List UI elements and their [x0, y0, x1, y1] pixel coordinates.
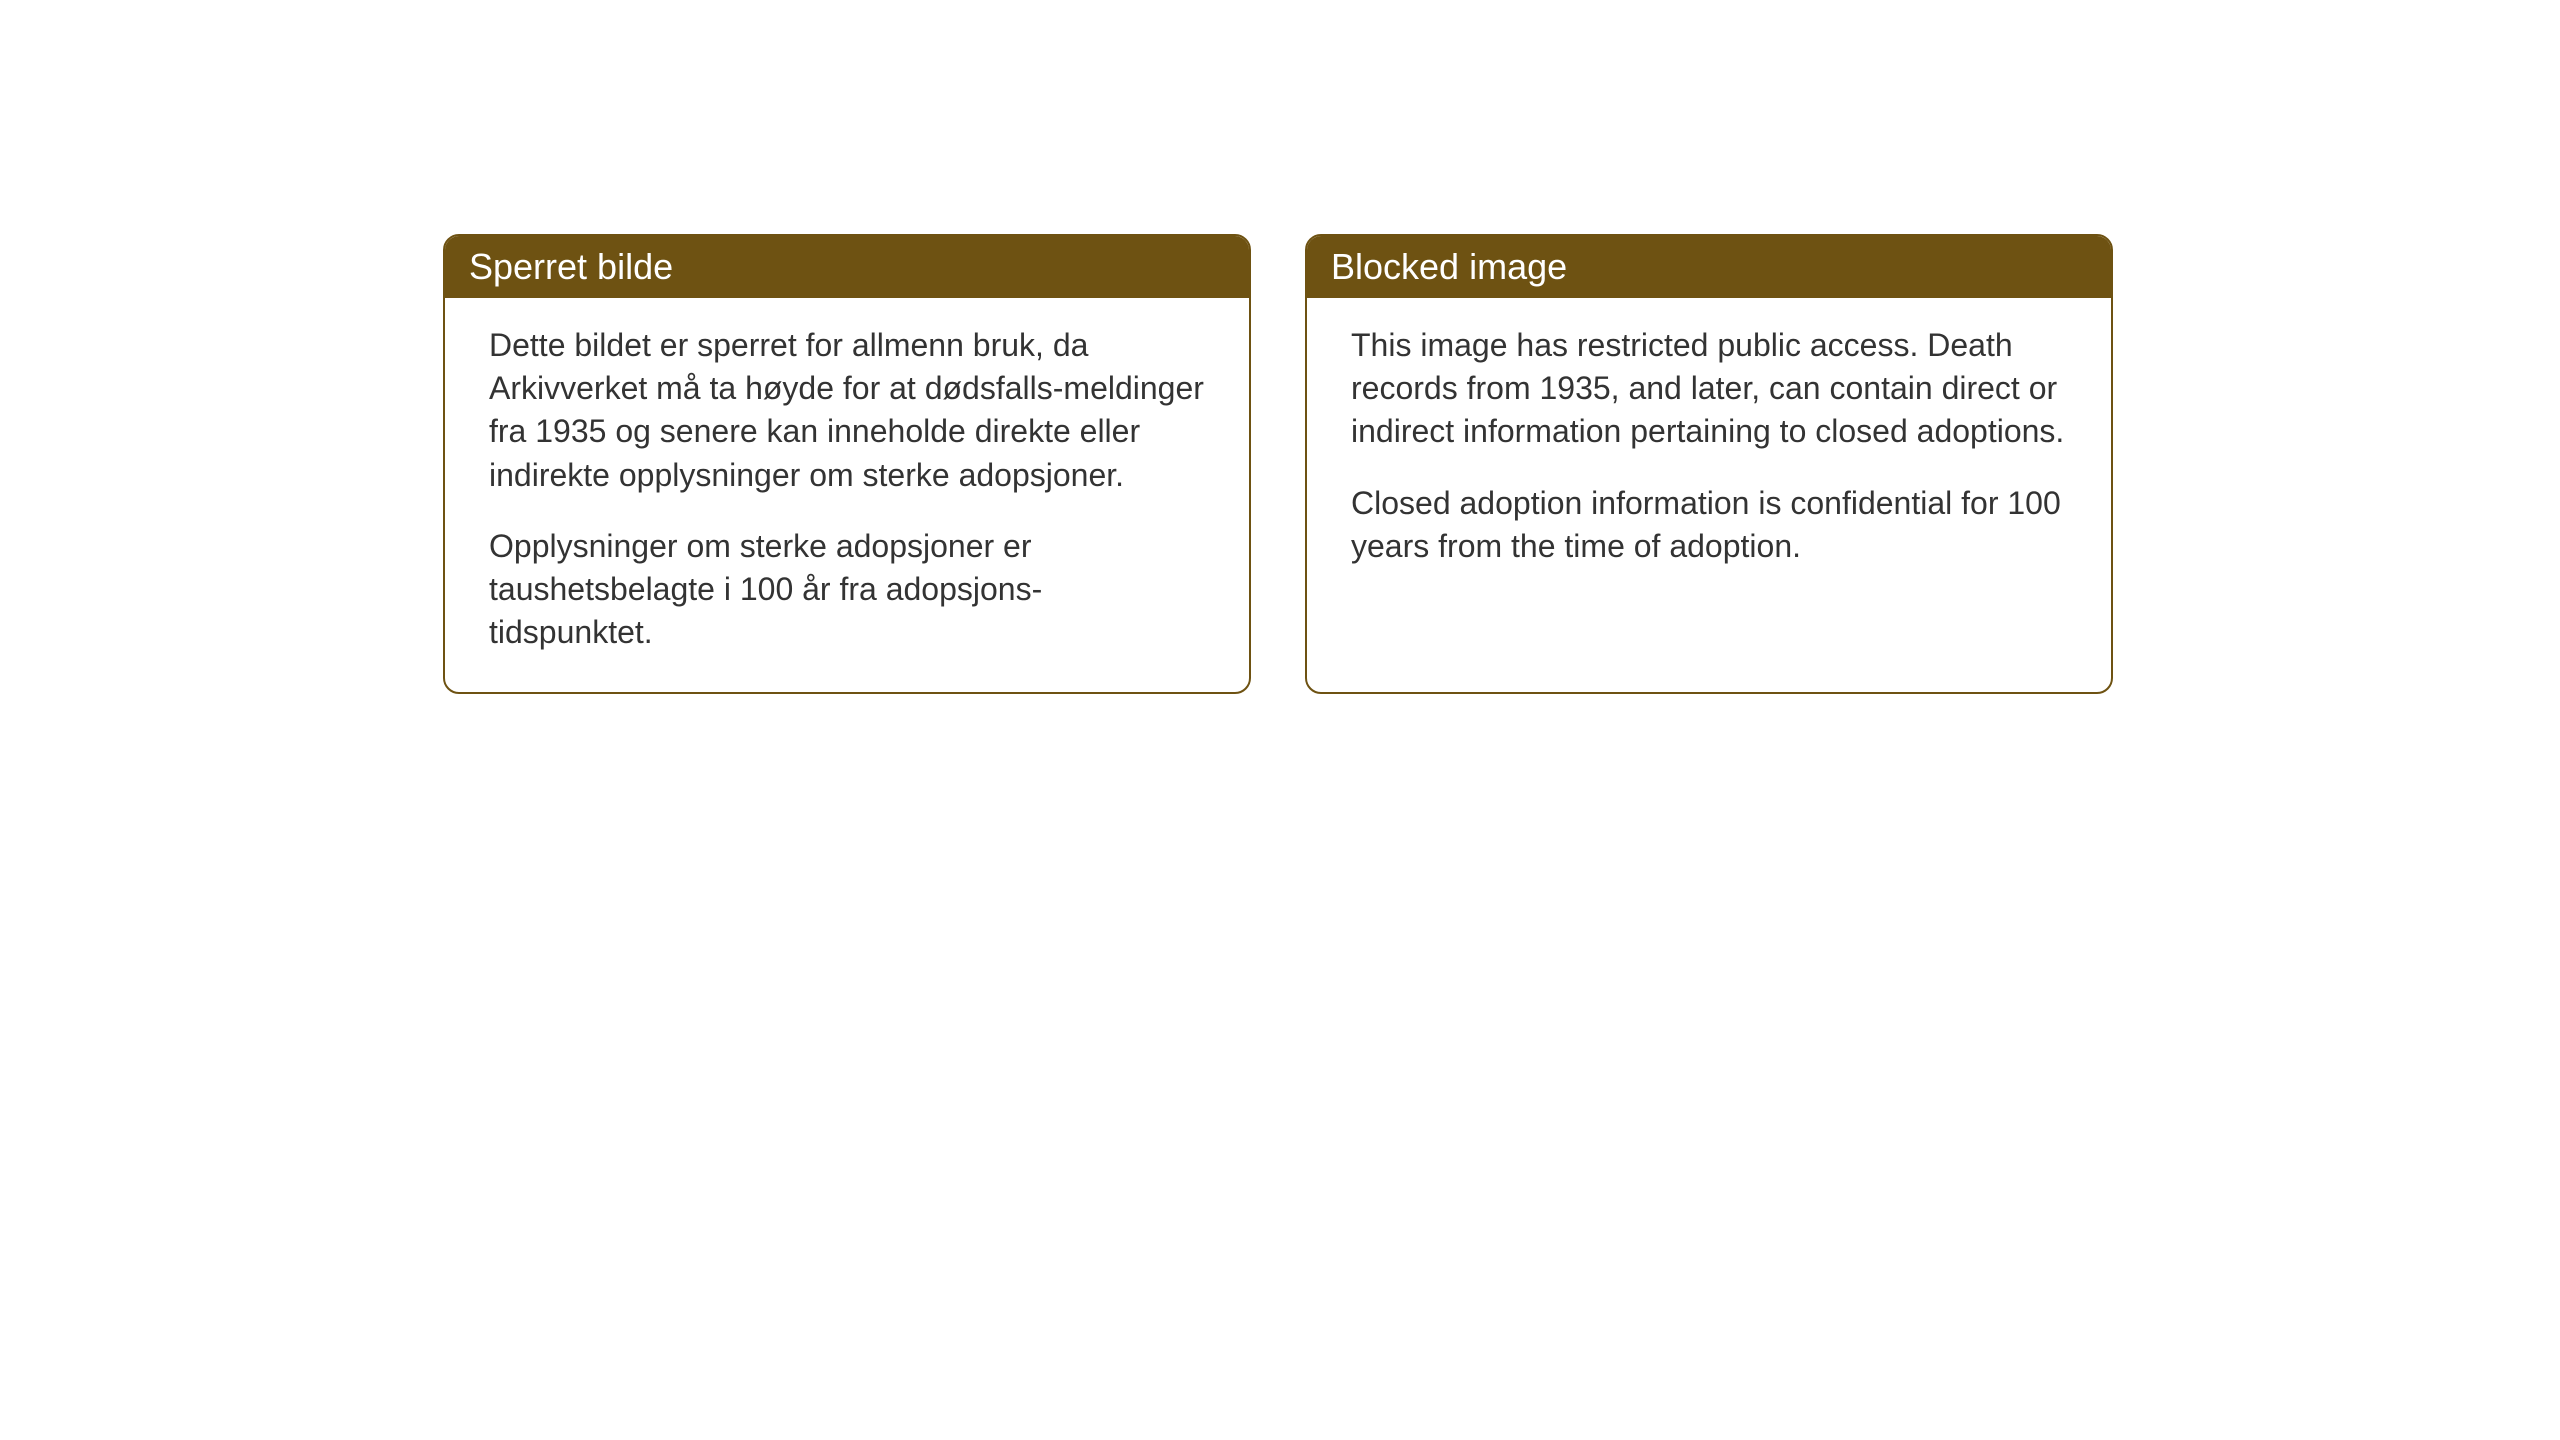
english-paragraph-1: This image has restricted public access.…	[1351, 324, 2067, 454]
english-card-title: Blocked image	[1307, 236, 2111, 298]
english-card-body: This image has restricted public access.…	[1307, 298, 2111, 606]
english-paragraph-2: Closed adoption information is confident…	[1351, 482, 2067, 568]
norwegian-paragraph-2: Opplysninger om sterke adopsjoner er tau…	[489, 525, 1205, 655]
norwegian-paragraph-1: Dette bildet er sperret for allmenn bruk…	[489, 324, 1205, 497]
norwegian-card-body: Dette bildet er sperret for allmenn bruk…	[445, 298, 1249, 692]
english-notice-card: Blocked image This image has restricted …	[1305, 234, 2113, 694]
notice-container: Sperret bilde Dette bildet er sperret fo…	[0, 0, 2560, 694]
norwegian-notice-card: Sperret bilde Dette bildet er sperret fo…	[443, 234, 1251, 694]
norwegian-card-title: Sperret bilde	[445, 236, 1249, 298]
